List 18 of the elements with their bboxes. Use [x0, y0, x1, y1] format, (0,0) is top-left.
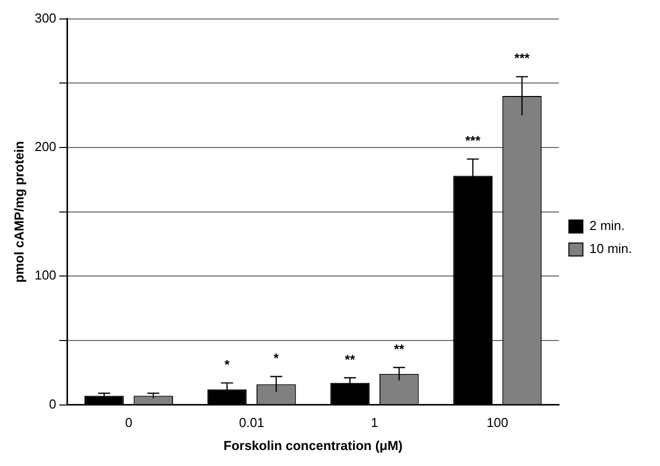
data-label: ***: [465, 133, 482, 148]
data-label: **: [394, 341, 406, 356]
y-tick-label: 0: [49, 396, 56, 412]
x-tick-label: 0.01: [238, 415, 264, 430]
legend-label: 10 min.: [589, 241, 632, 256]
data-label: ***: [514, 50, 531, 66]
x-axis-title: Forskolin concentration (μM): [224, 438, 403, 453]
data-label: *: [274, 350, 280, 366]
legend-label: 2 min.: [589, 218, 625, 234]
data-label: **: [344, 352, 356, 367]
data-label: *: [224, 356, 231, 372]
x-tick-label: 1: [370, 415, 378, 430]
y-tick-label: 100: [34, 268, 56, 283]
y-tick-label: 300: [34, 10, 56, 26]
x-tick-label: 100: [486, 415, 508, 430]
y-axis-title: pmol cAMP/mg protein: [11, 140, 26, 283]
x-tick-label: 0: [125, 415, 132, 430]
y-tick-label: 200: [34, 139, 56, 154]
